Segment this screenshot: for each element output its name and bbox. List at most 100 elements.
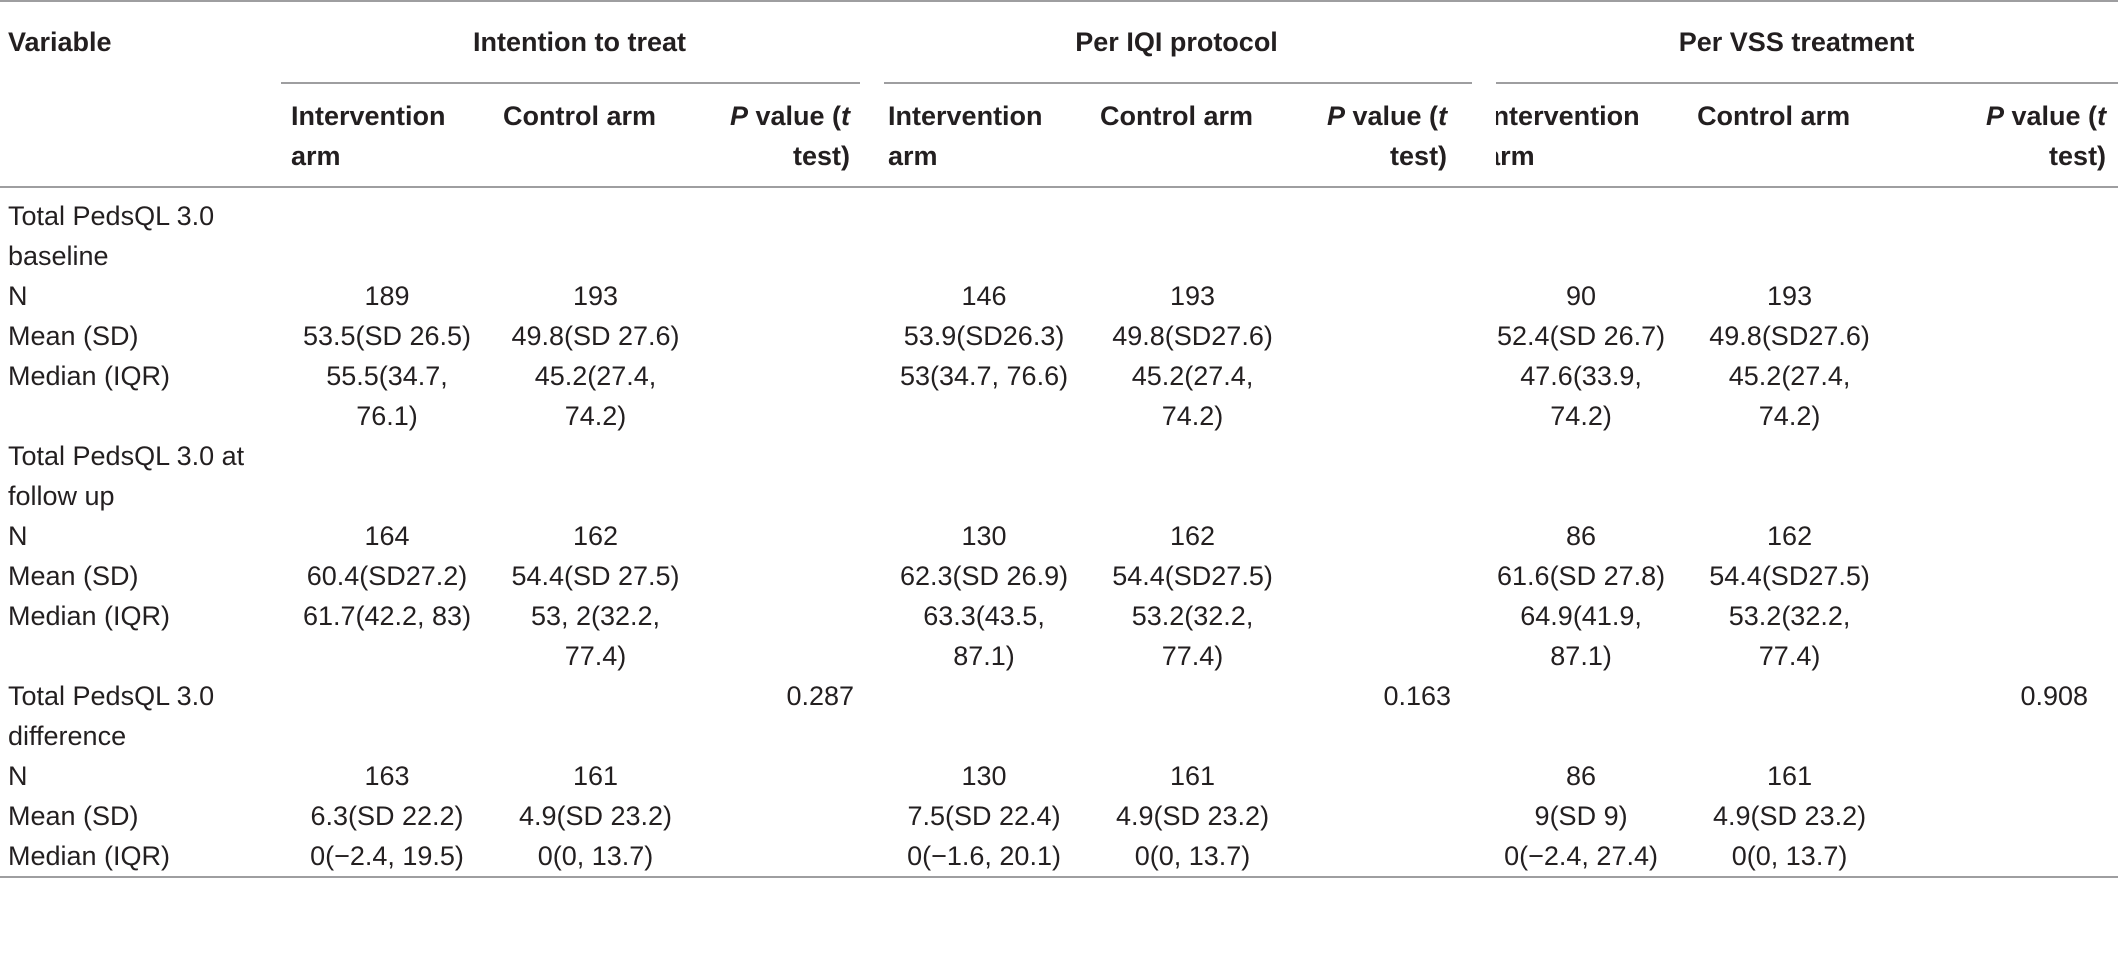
header-t-letter: t <box>841 101 851 131</box>
control-value: 4.9(SD 23.2) <box>1687 796 1892 836</box>
empty-cell <box>698 796 878 836</box>
value-line: 6.3(SD 22.2) <box>310 801 464 831</box>
intervention-value: 163 <box>281 756 493 796</box>
spacer-cell <box>258 356 281 436</box>
p-value <box>1295 187 1475 276</box>
header-t-letter: t <box>1438 101 1448 131</box>
p-value <box>1892 436 2118 516</box>
header-p-value-line2: test) <box>2049 141 2107 171</box>
empty-cell <box>698 836 878 877</box>
empty-cell <box>1892 796 2118 836</box>
section-title-line: Total PedsQL 3.0 <box>8 201 215 231</box>
section-title: Total PedsQL 3.0 at follow up <box>0 436 258 516</box>
empty-cell <box>698 756 878 796</box>
intervention-value: 189 <box>281 276 493 316</box>
value-line: 49.8(SD27.6) <box>1709 321 1870 351</box>
data-row: Mean (SD) 6.3(SD 22.2) 4.9(SD 23.2) 7.5(SD … <box>0 796 2118 836</box>
intervention-value: 53.9(SD26.3) <box>878 316 1090 356</box>
header-group-per-iqi-protocol: Per IQI protocol <box>878 1 1476 84</box>
value-line: 45.2(27.4, <box>1131 361 1254 391</box>
p-value <box>698 187 878 276</box>
control-value: 0(0, 13.7) <box>1687 836 1892 877</box>
value-line: 130 <box>961 521 1007 551</box>
header-intervention-line: Intervention <box>291 101 446 131</box>
p-value <box>1295 436 1475 516</box>
value-line: 54.4(SD27.5) <box>1112 561 1273 591</box>
value-line: 9(SD 9) <box>1534 801 1628 831</box>
data-row: Median (IQR) 61.7(42.2, 83) 53, 2(32.2, 77.… <box>0 596 2118 676</box>
value-line: 86 <box>1566 761 1597 791</box>
intervention-value: 60.4(SD27.2) <box>281 556 493 596</box>
section-title-line: Total PedsQL 3.0 at <box>8 441 245 471</box>
intervention-value: 52.4(SD 26.7) <box>1475 316 1687 356</box>
header-intervention-arm: Intervention arm <box>878 82 1091 187</box>
header-p-value-line1: P value (t <box>698 96 850 136</box>
empty-cell <box>1295 836 1475 877</box>
spacer-cell <box>258 436 281 516</box>
intervention-value: 7.5(SD 22.4) <box>878 796 1090 836</box>
header-p-value-line2: test) <box>1390 141 1448 171</box>
value-line: 0(−2.4, 27.4) <box>1504 841 1658 871</box>
empty-cell <box>1295 356 1475 436</box>
intervention-value: 6.3(SD 22.2) <box>281 796 493 836</box>
control-value: 193 <box>493 276 698 316</box>
control-value: 162 <box>1687 516 1892 556</box>
value-line: 54.4(SD 27.5) <box>511 561 680 591</box>
intervention-value: 47.6(33.9, 74.2) <box>1475 356 1687 436</box>
empty-cell <box>1687 187 1892 276</box>
empty-cell <box>1295 796 1475 836</box>
control-value: 193 <box>1090 276 1295 316</box>
value-line: 163 <box>364 761 410 791</box>
empty-cell <box>1295 756 1475 796</box>
control-value: 53.2(32.2, 77.4) <box>1687 596 1892 676</box>
empty-cell <box>1687 676 1892 756</box>
value-line: 62.3(SD 26.9) <box>899 561 1069 591</box>
section-row-difference: Total PedsQL 3.0 difference 0.287 0.163 0.90… <box>0 676 2118 756</box>
value-line: 4.9(SD 23.2) <box>1115 801 1270 831</box>
value-line: 193 <box>1767 281 1813 311</box>
control-value: 162 <box>1090 516 1295 556</box>
value-line: 53.9(SD26.3) <box>903 321 1065 351</box>
control-value: 49.8(SD27.6) <box>1090 316 1295 356</box>
control-value: 45.2(27.4, 74.2) <box>493 356 698 436</box>
value-line: 45.2(27.4, <box>534 361 657 391</box>
row-label: Median (IQR) <box>8 361 171 391</box>
value-line: 130 <box>961 761 1007 791</box>
spacer-cell <box>258 516 281 556</box>
control-value: 45.2(27.4, 74.2) <box>1090 356 1295 436</box>
header-control-arm: Control arm <box>1090 82 1296 187</box>
header-p-rest: value ( <box>2004 101 2098 131</box>
value-line: 162 <box>1170 521 1216 551</box>
intervention-value: 61.7(42.2, 83) <box>281 596 493 676</box>
value-line: 0(0, 13.7) <box>1731 841 1848 871</box>
row-label: Median (IQR) <box>8 601 171 631</box>
empty-cell <box>1090 676 1295 756</box>
header-row-subcols: Intervention arm Control arm P value (t test… <box>0 82 2118 187</box>
header-spacer <box>258 1 281 188</box>
empty-cell <box>281 676 493 756</box>
header-group-intention-to-treat: Intention to treat <box>281 1 879 84</box>
header-intervention-arm: Intervention arm <box>281 82 493 187</box>
value-line: 49.8(SD27.6) <box>1112 321 1273 351</box>
header-p-value: P value (t test) <box>1295 82 1476 187</box>
empty-cell <box>698 316 878 356</box>
header-control-arm: Control arm <box>1687 82 1893 187</box>
empty-cell <box>1892 596 2118 676</box>
section-row-baseline: Total PedsQL 3.0 baseline <box>0 187 2118 276</box>
control-value: 54.4(SD27.5) <box>1090 556 1295 596</box>
row-label: Median (IQR) <box>8 841 171 871</box>
control-value: 161 <box>1687 756 1892 796</box>
empty-cell <box>1892 516 2118 556</box>
value-line: 74.2) <box>1161 401 1224 431</box>
spacer-cell <box>258 556 281 596</box>
section-title-line: difference <box>8 721 127 751</box>
value-line: 77.4) <box>1758 641 1821 671</box>
value-line: 49.8(SD 27.6) <box>511 321 680 351</box>
value-line: 53.2(32.2, <box>1728 601 1851 631</box>
row-label: N <box>8 761 28 791</box>
empty-cell <box>1892 756 2118 796</box>
value-line: 74.2) <box>1758 401 1821 431</box>
header-p-value: P value (t test) <box>698 82 879 187</box>
p-value: 0.163 <box>1383 681 1452 711</box>
value-line: 161 <box>1767 761 1813 791</box>
